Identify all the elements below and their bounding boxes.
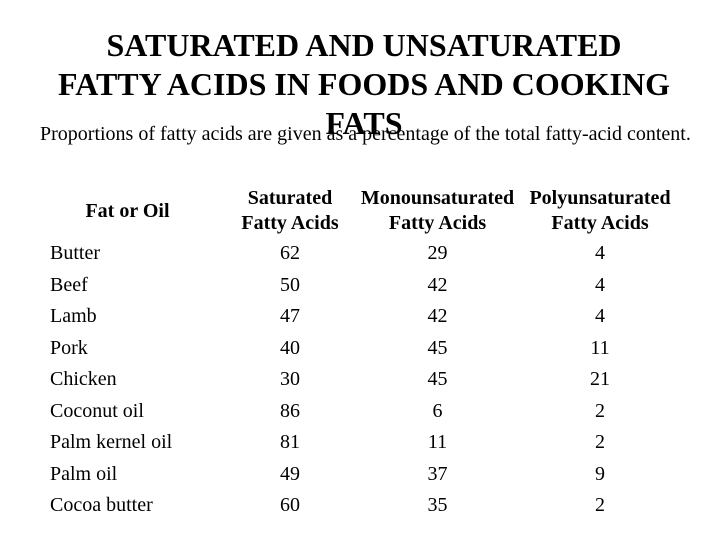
table-row-palm-oil: Palm oil 49 37 9 (40, 459, 690, 491)
fat-name-cell: Beef (50, 273, 88, 296)
column-header-fat-or-oil: Fat or Oil (85, 199, 170, 222)
title-line-1: SATURATED AND UNSATURATED (106, 27, 622, 63)
column-header-polyunsaturated: Polyunsaturated Fatty Acids (529, 187, 671, 234)
fat-name-cell: Chicken (50, 368, 117, 390)
polyunsaturated-value-cell: 2 (595, 399, 605, 422)
saturated-value-cell: 49 (280, 462, 300, 485)
table-row-lamb: Lamb 47 42 4 (40, 301, 690, 333)
saturated-value-cell: 62 (280, 242, 300, 264)
column-header-monounsaturated: Monounsaturated Fatty Acids (360, 187, 515, 234)
monounsaturated-value-cell: 45 (427, 368, 448, 390)
monounsaturated-value-cell: 11 (427, 431, 448, 453)
polyunsaturated-value-cell: 4 (595, 273, 605, 296)
polyunsaturated-value-cell: 11 (590, 336, 610, 359)
monounsaturated-value-cell: 37 (427, 462, 448, 485)
fat-name-cell: Palm oil (50, 462, 118, 485)
fatty-acid-table: Fat or Oil Saturated Fatty Acids Monouns… (40, 184, 690, 522)
table-row-chicken: Chicken 30 45 21 (40, 364, 690, 396)
title-line-2: FATTY ACIDS IN FOODS AND COOKING (58, 66, 670, 102)
monounsaturated-value-cell: 6 (432, 399, 443, 422)
saturated-value-cell: 30 (280, 368, 300, 390)
polyunsaturated-value-cell: 2 (595, 431, 605, 453)
polyunsaturated-value-cell: 9 (595, 462, 605, 485)
polyunsaturated-value-cell: 4 (595, 242, 605, 264)
title-line-3: FATS (325, 105, 403, 141)
table-row-coconut-oil: Coconut oil 86 6 2 (40, 396, 690, 428)
slide-title: SATURATED AND UNSATURATED FATTY ACIDS IN… (34, 26, 694, 143)
fat-name-cell: Pork (50, 336, 88, 359)
saturated-value-cell: 86 (280, 399, 300, 422)
saturated-value-cell: 47 (280, 305, 300, 327)
table-row-beef: Beef 50 42 4 (40, 270, 690, 302)
monounsaturated-value-cell: 29 (427, 242, 448, 264)
fat-name-cell: Coconut oil (50, 399, 144, 422)
table-row-palm-kernel-oil: Palm kernel oil 81 11 2 (40, 427, 690, 459)
monounsaturated-value-cell: 35 (427, 494, 448, 516)
polyunsaturated-value-cell: 2 (595, 494, 605, 516)
saturated-value-cell: 50 (280, 273, 300, 296)
saturated-value-cell: 81 (280, 431, 300, 453)
polyunsaturated-value-cell: 4 (595, 305, 605, 327)
table-row-butter: Butter 62 29 4 (40, 238, 690, 270)
slide-description: Proportions of fatty acids are given as … (40, 123, 691, 145)
table-header-row: Fat or Oil Saturated Fatty Acids Monouns… (40, 184, 690, 238)
fat-name-cell: Cocoa butter (50, 494, 153, 516)
monounsaturated-value-cell: 42 (427, 273, 448, 296)
saturated-value-cell: 60 (280, 494, 300, 516)
saturated-value-cell: 40 (280, 336, 300, 359)
column-header-saturated: Saturated Fatty Acids (241, 187, 339, 234)
fat-name-cell: Lamb (50, 305, 97, 327)
table-row-pork: Pork 40 45 11 (40, 333, 690, 365)
fat-name-cell: Butter (50, 242, 100, 264)
table-row-cocoa-butter: Cocoa butter 60 35 2 (40, 490, 690, 522)
fat-name-cell: Palm kernel oil (50, 431, 173, 453)
polyunsaturated-value-cell: 21 (590, 368, 610, 390)
monounsaturated-value-cell: 45 (427, 336, 448, 359)
monounsaturated-value-cell: 42 (427, 305, 448, 327)
